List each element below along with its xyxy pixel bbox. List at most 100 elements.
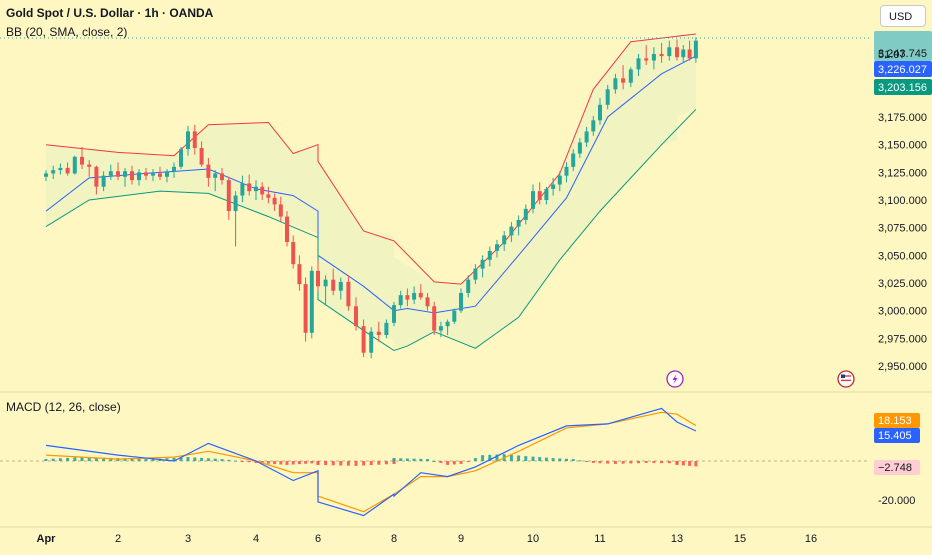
us-flag-icon[interactable] bbox=[837, 370, 855, 388]
macd-histogram-bar[interactable] bbox=[165, 458, 169, 461]
macd-histogram-bar[interactable] bbox=[399, 458, 403, 461]
macd-histogram-bar[interactable] bbox=[558, 458, 562, 461]
candle-body[interactable] bbox=[179, 149, 183, 167]
candle-body[interactable] bbox=[266, 194, 271, 198]
candle-body[interactable] bbox=[405, 295, 410, 300]
candle-body[interactable] bbox=[418, 292, 423, 298]
candle-body[interactable] bbox=[591, 120, 596, 132]
macd-histogram-bar[interactable] bbox=[439, 461, 443, 463]
candle-body[interactable] bbox=[659, 53, 664, 57]
bb-legend[interactable]: BB (20, SMA, close, 2) bbox=[6, 25, 128, 39]
candle-body[interactable] bbox=[480, 259, 485, 269]
candle-body[interactable] bbox=[613, 78, 618, 90]
candle-body[interactable] bbox=[544, 188, 549, 200]
macd-histogram-bar[interactable] bbox=[517, 455, 521, 461]
macd-histogram-bar[interactable] bbox=[316, 461, 320, 465]
candle-body[interactable] bbox=[531, 191, 535, 209]
candle-body[interactable] bbox=[87, 164, 92, 167]
candle-body[interactable] bbox=[369, 331, 374, 353]
macd-histogram-bar[interactable] bbox=[273, 461, 277, 465]
macd-histogram-bar[interactable] bbox=[94, 457, 98, 461]
candle-body[interactable] bbox=[58, 167, 63, 171]
candle-body[interactable] bbox=[44, 173, 48, 177]
bollinger-lower-line[interactable] bbox=[45, 108, 697, 352]
candle-body[interactable] bbox=[192, 131, 197, 148]
macd-histogram-bar[interactable] bbox=[481, 455, 485, 461]
macd-histogram-bar[interactable] bbox=[123, 458, 127, 461]
macd-histogram-bar[interactable] bbox=[538, 457, 542, 461]
candle-body[interactable] bbox=[158, 173, 162, 177]
macd-histogram-bar[interactable] bbox=[488, 454, 492, 461]
macd-histogram-bar[interactable] bbox=[186, 457, 190, 461]
candle-body[interactable] bbox=[151, 173, 155, 176]
candle-body[interactable] bbox=[438, 326, 443, 331]
macd-histogram-bar[interactable] bbox=[459, 461, 463, 464]
macd-histogram-bar[interactable] bbox=[200, 457, 204, 461]
macd-histogram-bar[interactable] bbox=[240, 461, 244, 462]
macd-histogram-bar[interactable] bbox=[426, 459, 429, 461]
candle-body[interactable] bbox=[94, 166, 99, 187]
candle-body[interactable] bbox=[199, 147, 204, 165]
macd-histogram-bar[interactable] bbox=[652, 461, 656, 464]
bollinger-basis-line[interactable] bbox=[45, 55, 697, 314]
macd-histogram-bar[interactable] bbox=[304, 461, 308, 464]
macd-histogram-bar[interactable] bbox=[151, 459, 155, 461]
macd-histogram-bar[interactable] bbox=[144, 458, 148, 461]
macd-histogram-bar[interactable] bbox=[637, 461, 640, 464]
candle-body[interactable] bbox=[137, 172, 141, 181]
macd-histogram-bar[interactable] bbox=[291, 461, 295, 465]
macd-histogram-bar[interactable] bbox=[675, 461, 679, 465]
macd-histogram-bar[interactable] bbox=[432, 461, 436, 462]
macd-histogram-bar[interactable] bbox=[58, 458, 62, 461]
candle-body[interactable] bbox=[551, 184, 556, 189]
macd-histogram-bar[interactable] bbox=[591, 461, 595, 463]
macd-histogram-bar[interactable] bbox=[331, 461, 335, 466]
candle-body[interactable] bbox=[598, 104, 602, 121]
macd-histogram-bar[interactable] bbox=[585, 461, 589, 462]
candle-body[interactable] bbox=[309, 270, 314, 333]
candle-body[interactable] bbox=[644, 58, 649, 61]
candle-body[interactable] bbox=[584, 131, 589, 143]
candle-body[interactable] bbox=[206, 164, 211, 178]
candle-body[interactable] bbox=[278, 204, 283, 217]
candle-body[interactable] bbox=[687, 49, 692, 59]
macd-line[interactable] bbox=[45, 407, 697, 517]
macd-histogram-bar[interactable] bbox=[629, 461, 633, 464]
candle-body[interactable] bbox=[260, 186, 265, 195]
macd-legend[interactable]: MACD (12, 26, close) bbox=[6, 400, 121, 414]
macd-histogram-bar[interactable] bbox=[80, 457, 84, 461]
macd-histogram-bar[interactable] bbox=[324, 461, 328, 466]
candle-body[interactable] bbox=[316, 270, 320, 287]
macd-histogram-bar[interactable] bbox=[310, 461, 314, 464]
candle-body[interactable] bbox=[123, 171, 127, 177]
macd-histogram-bar[interactable] bbox=[621, 461, 625, 464]
macd-histogram-bar[interactable] bbox=[384, 461, 388, 465]
candle-body[interactable] bbox=[452, 310, 457, 322]
candle-body[interactable] bbox=[473, 268, 478, 280]
candle-body[interactable] bbox=[130, 171, 134, 181]
macd-histogram-bar[interactable] bbox=[473, 458, 477, 461]
candle-body[interactable] bbox=[412, 292, 417, 300]
macd-histogram-bar[interactable] bbox=[297, 461, 301, 465]
candle-body[interactable] bbox=[571, 153, 576, 167]
macd-histogram-bar[interactable] bbox=[578, 460, 582, 462]
candle-body[interactable] bbox=[172, 166, 176, 172]
macd-histogram-bar[interactable] bbox=[73, 457, 77, 461]
macd-histogram-bar[interactable] bbox=[137, 458, 141, 461]
macd-histogram-bar[interactable] bbox=[551, 458, 555, 461]
candle-body[interactable] bbox=[636, 58, 641, 70]
macd-histogram-bar[interactable] bbox=[234, 460, 238, 462]
candle-body[interactable] bbox=[240, 183, 245, 196]
candle-body[interactable] bbox=[445, 321, 450, 327]
candle-body[interactable] bbox=[272, 197, 277, 205]
macd-histogram-bar[interactable] bbox=[179, 457, 183, 461]
candle-body[interactable] bbox=[291, 242, 296, 265]
macd-histogram-bar[interactable] bbox=[220, 459, 224, 461]
candle-body[interactable] bbox=[502, 235, 507, 245]
macd-histogram-bar[interactable] bbox=[694, 461, 698, 467]
candle-body[interactable] bbox=[577, 142, 582, 154]
macd-histogram-bar[interactable] bbox=[109, 457, 113, 461]
macd-histogram-bar[interactable] bbox=[213, 458, 217, 461]
macd-histogram-bar[interactable] bbox=[193, 457, 197, 461]
macd-histogram-bar[interactable] bbox=[279, 461, 283, 465]
